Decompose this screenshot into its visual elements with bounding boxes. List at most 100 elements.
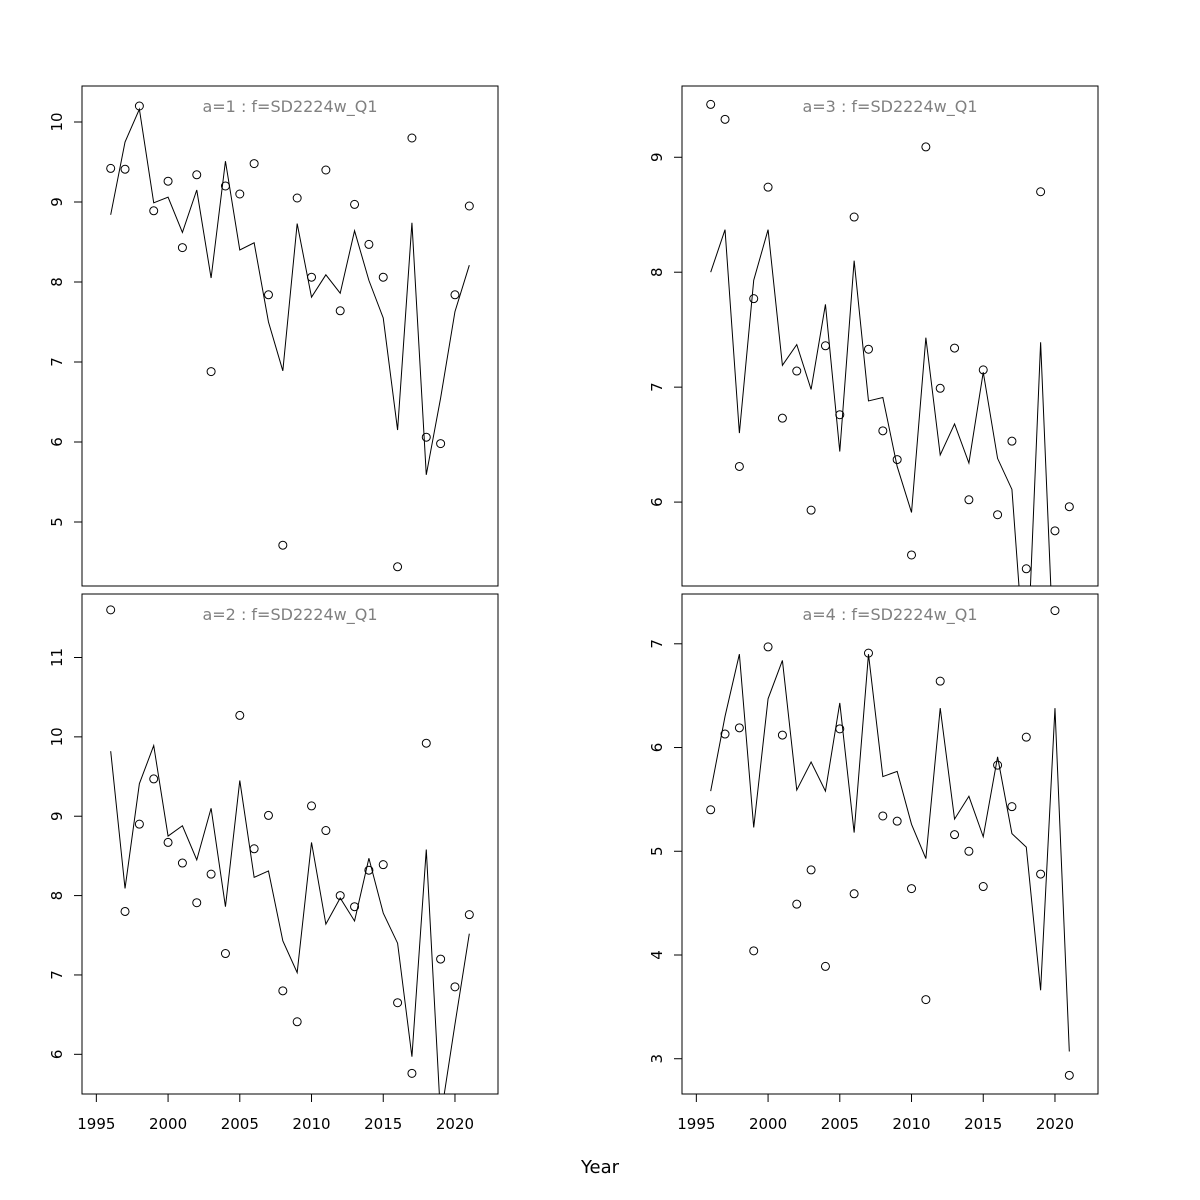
observed-point (1007, 802, 1017, 812)
y-tick-label: 10 (48, 112, 66, 131)
panel-frame (681, 85, 1099, 587)
observed-point (321, 165, 331, 175)
y-tick-label: 7 (648, 639, 666, 649)
y-tick-label: 6 (48, 1050, 66, 1060)
observed-point (307, 801, 317, 811)
x-tick-label: 1995 (677, 1115, 715, 1133)
plot-area (706, 99, 1074, 586)
observed-point (921, 142, 931, 152)
observed-point (993, 760, 1003, 770)
observed-point (450, 290, 460, 300)
panel-a2: a=2 : f=SD2224w_Q1 6 7 8 9 10 11 1995 2000 2005 20… (48, 593, 499, 1133)
observed-point (1050, 526, 1060, 536)
observed-point (235, 710, 245, 720)
x-tick-label: 2005 (821, 1115, 859, 1133)
fitted-line (110, 107, 470, 475)
observed-point (1021, 732, 1031, 742)
y-tick-label: 6 (648, 497, 666, 507)
observed-point (820, 341, 830, 351)
observed-point (350, 902, 360, 912)
observed-point (378, 272, 388, 282)
y-tick-label: 11 (48, 648, 66, 667)
observed-point (792, 366, 802, 376)
panel-title: a=2 : f=SD2224w_Q1 (202, 605, 377, 625)
observed-point (436, 954, 446, 964)
panel-a4: a=4 : f=SD2224w_Q1 3 4 5 6 7 1995 2000 2005 2010 2… (648, 593, 1099, 1133)
y-axis: 6 7 8 9 (648, 152, 683, 507)
x-tick-label: 2000 (749, 1115, 787, 1133)
observed-point (263, 810, 273, 820)
x-tick-label: 1995 (77, 1115, 115, 1133)
observed-point (450, 982, 460, 992)
observed-point (307, 272, 317, 282)
observed-point (249, 844, 259, 854)
observed-point (220, 949, 230, 959)
y-tick-label: 9 (48, 197, 66, 207)
plot-area (106, 101, 474, 572)
observed-point (206, 367, 216, 377)
observed-point (907, 550, 917, 560)
observed-point (220, 181, 230, 191)
observed-point (935, 383, 945, 393)
x-tick-label: 2000 (149, 1115, 187, 1133)
observed-point (292, 1017, 302, 1027)
observed-point (106, 605, 116, 615)
observed-point (163, 176, 173, 186)
y-tick-label: 8 (648, 267, 666, 277)
observed-point (749, 294, 759, 304)
panel-a3: a=3 : f=SD2224w_Q1 6 7 8 9 (648, 85, 1099, 587)
panel-title: a=1 : f=SD2224w_Q1 (202, 97, 377, 117)
y-tick-label: 7 (48, 357, 66, 367)
y-tick-label: 7 (48, 970, 66, 980)
observed-point (407, 1068, 417, 1078)
y-tick-label: 6 (648, 743, 666, 753)
observed-point (278, 540, 288, 550)
observed-point (364, 239, 374, 249)
observed-point (950, 830, 960, 840)
fitted-line (710, 229, 1052, 586)
y-axis: 3 4 5 6 7 (648, 639, 683, 1064)
observed-point (393, 998, 403, 1008)
x-tick-label: 2005 (221, 1115, 259, 1133)
observed-point (421, 432, 431, 442)
observed-point (335, 891, 345, 901)
observed-point (177, 243, 187, 253)
observed-point (878, 426, 888, 436)
panel-a1: a=1 : f=SD2224w_Q1 5 6 7 8 9 10 (48, 85, 499, 587)
x-tick-label: 2020 (1036, 1115, 1074, 1133)
observed-point (335, 306, 345, 316)
panel-title: a=4 : f=SD2224w_Q1 (802, 605, 977, 625)
y-tick-label: 9 (648, 152, 666, 162)
observed-point (964, 495, 974, 505)
observed-point (177, 858, 187, 868)
x-axis-title: Year (580, 1157, 620, 1178)
observed-point (777, 413, 787, 423)
observed-point (149, 206, 159, 216)
observed-point (849, 889, 859, 899)
panel-title: a=3 : f=SD2224w_Q1 (802, 97, 977, 117)
observed-point (978, 882, 988, 892)
y-tick-label: 6 (48, 437, 66, 447)
panel-frame (681, 593, 1099, 1095)
observed-point (249, 159, 259, 169)
x-tick-label: 2010 (292, 1115, 330, 1133)
observed-point (378, 860, 388, 870)
observed-point (192, 170, 202, 180)
y-tick-label: 3 (648, 1054, 666, 1064)
observed-point (106, 163, 116, 173)
x-axis: 1995 2000 2005 2010 2015 2020 (677, 1093, 1074, 1133)
observed-point (950, 343, 960, 353)
observed-point (134, 101, 144, 111)
observed-point (1007, 436, 1017, 446)
observed-point (120, 164, 130, 174)
observed-point (978, 365, 988, 375)
observed-point (720, 729, 730, 739)
observed-point (149, 774, 159, 784)
panel-frame (81, 85, 499, 587)
y-tick-label: 8 (48, 891, 66, 901)
observed-point (393, 562, 403, 572)
y-axis: 6 7 8 9 10 11 (48, 648, 83, 1060)
observed-point (892, 455, 902, 465)
fitted-line (110, 743, 470, 1094)
observed-point (192, 898, 202, 908)
